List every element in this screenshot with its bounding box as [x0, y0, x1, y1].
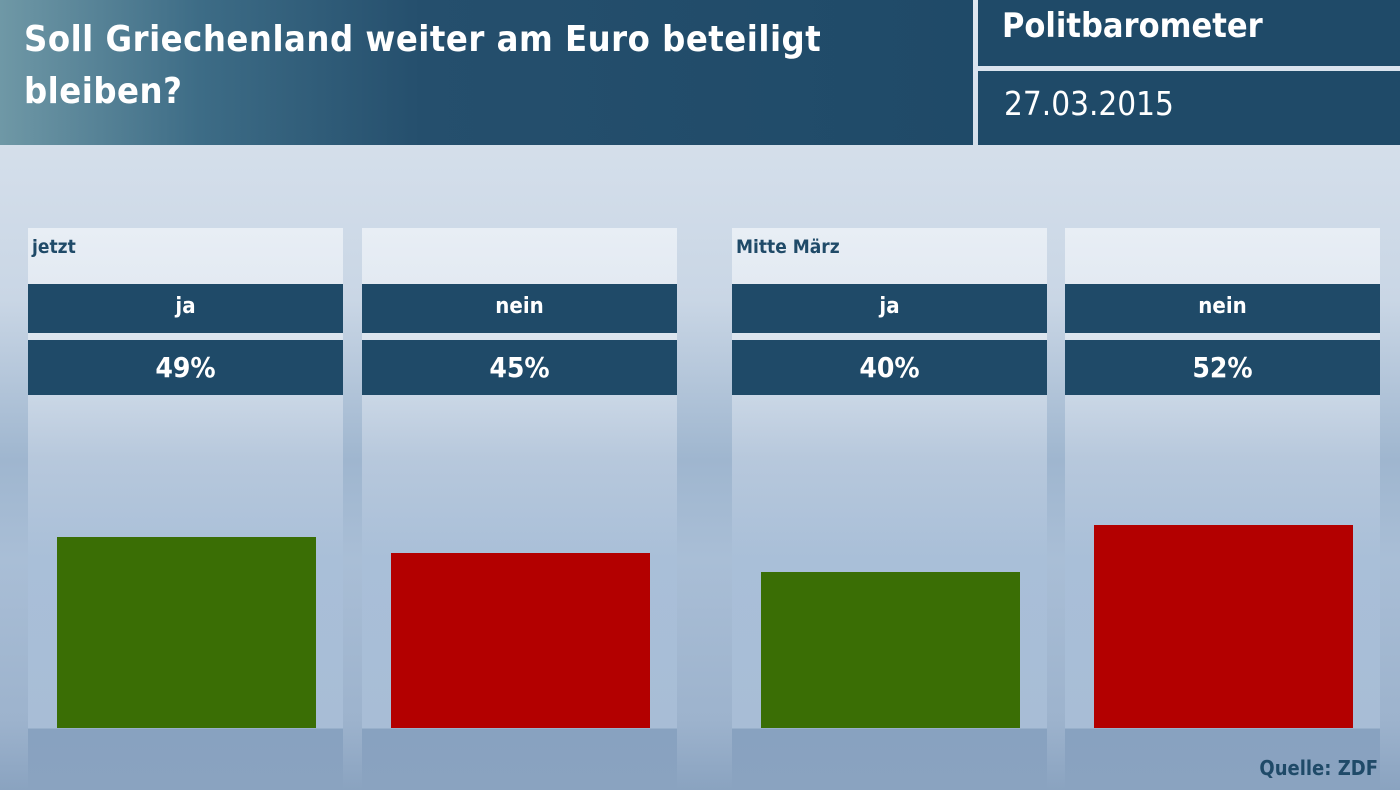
group-label: Mitte März — [736, 236, 840, 258]
category-label: ja — [732, 284, 1047, 333]
bar-ja — [57, 536, 316, 728]
category-label: nein — [362, 284, 677, 333]
date-label: 27.03.2015 — [1004, 84, 1174, 123]
category-label: nein — [1065, 284, 1380, 333]
source-label: Quelle: ZDF — [1259, 756, 1378, 780]
bar-column-jetzt-nein: nein 45% — [362, 228, 677, 790]
bar-column-mitte-maerz-ja: Mitte März ja 40% — [732, 228, 1047, 790]
bar-column-mitte-maerz-nein: nein 52% — [1065, 228, 1380, 790]
date-box — [978, 71, 1400, 145]
brand-label: Politbarometer — [1002, 6, 1263, 46]
value-label: 49% — [28, 340, 343, 395]
title-banner: Soll Griechenland weiter am Euro beteili… — [0, 0, 973, 145]
bar-nein — [391, 552, 650, 728]
group-label: jetzt — [32, 236, 76, 258]
value-label: 52% — [1065, 340, 1380, 395]
brand-box — [978, 0, 1400, 66]
bar-nein — [1094, 525, 1353, 728]
value-label: 40% — [732, 340, 1047, 395]
category-label: ja — [28, 284, 343, 333]
chart-title: Soll Griechenland weiter am Euro beteili… — [24, 19, 822, 112]
bar-ja — [761, 572, 1020, 728]
bar-column-jetzt-ja: jetzt ja 49% — [28, 228, 343, 790]
value-label: 45% — [362, 340, 677, 395]
